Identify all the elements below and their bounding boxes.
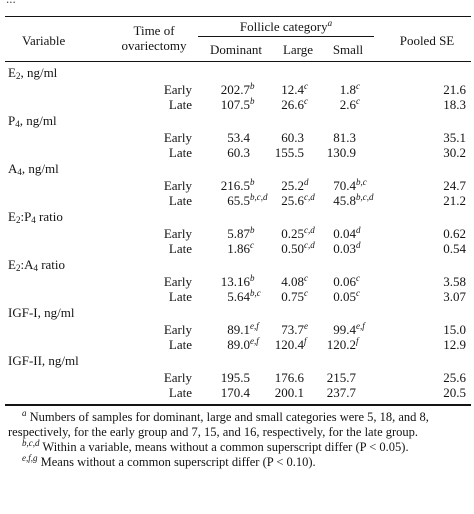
cell-sm: 70.4b,c — [333, 177, 367, 193]
cell-se: 15.0 — [443, 322, 466, 337]
cell-sm: 2.6c — [339, 96, 360, 112]
cell-lg: 73.7e — [281, 321, 308, 337]
cell-dom: 1.86c — [227, 240, 254, 256]
cell-lg: 12.4c — [281, 81, 308, 97]
header-follicle-category: Follicle categorya — [239, 18, 333, 34]
cell-sm: 0.04d — [333, 225, 361, 241]
variable-label: A4, ng/ml — [8, 161, 59, 177]
cell-se: 20.5 — [443, 385, 466, 400]
cell-lg: 176.6 — [274, 370, 304, 385]
cell-se: 21.2 — [443, 193, 466, 208]
header-time-line2: ovariectomy — [121, 38, 187, 53]
cell-sm: 99.4e,f — [333, 321, 365, 337]
cell-time: Early — [163, 322, 192, 337]
cell-time: Early — [163, 370, 192, 385]
header-large: Large — [282, 42, 314, 57]
cell-dom: 170.4 — [220, 385, 250, 400]
cell-sm: 0.06c — [333, 273, 360, 289]
follicle-subrule — [198, 36, 374, 37]
cut-off-text: ... — [6, 0, 16, 7]
footnotes: a Numbers of samples for dominant, large… — [8, 408, 468, 470]
cell-sm: 130.9 — [326, 145, 356, 160]
cell-time: Late — [168, 193, 192, 208]
cell-dom: 195.5 — [220, 370, 250, 385]
header-rule — [5, 61, 471, 62]
variable-label: IGF-I, ng/ml — [8, 305, 75, 320]
variable-label: P4, ng/ml — [8, 113, 57, 129]
cell-time: Late — [168, 337, 192, 352]
cell-dom: 89.1e,f — [227, 321, 259, 337]
cell-time: Early — [163, 226, 192, 241]
header-variable: Variable — [22, 33, 66, 48]
cell-se: 3.58 — [443, 274, 466, 289]
header-dominant: Dominant — [210, 42, 262, 57]
cell-dom: 65.5b,c,d — [227, 192, 268, 208]
cell-sm: 1.8c — [339, 81, 360, 97]
cell-time: Late — [168, 289, 192, 304]
cell-lg: 25.2d — [281, 177, 309, 193]
cell-sm: 45.8b,c,d — [333, 192, 374, 208]
cell-lg: 25.6c,d — [281, 192, 315, 208]
cell-sm: 120.2f — [326, 336, 359, 352]
cell-lg: 60.3 — [281, 130, 304, 145]
bottom-rule — [5, 404, 471, 406]
cell-time: Early — [163, 82, 192, 97]
cell-se: 30.2 — [443, 145, 466, 160]
cell-se: 12.9 — [443, 337, 466, 352]
cell-lg: 200.1 — [274, 385, 304, 400]
cell-dom: 216.5b — [220, 177, 255, 193]
cell-lg: 0.25c,d — [281, 225, 315, 241]
cell-sm: 215.7 — [326, 370, 356, 385]
cell-time: Early — [163, 274, 192, 289]
cell-dom: 60.3 — [227, 145, 250, 160]
cell-lg: 0.50c,d — [281, 240, 315, 256]
cell-se: 3.07 — [443, 289, 466, 304]
cell-sm: 0.05c — [333, 288, 360, 304]
cell-se: 21.6 — [443, 82, 466, 97]
cell-dom: 53.4 — [227, 130, 250, 145]
cell-sm: 0.03d — [333, 240, 361, 256]
cell-time: Late — [168, 145, 192, 160]
cell-dom: 107.5b — [220, 96, 255, 112]
cell-dom: 89.0e,f — [227, 336, 259, 352]
header-small: Small — [332, 42, 364, 57]
footnote-efg: e,f,g Means without a common superscript… — [22, 453, 316, 470]
cell-se: 25.6 — [443, 370, 466, 385]
cell-lg: 4.08c — [281, 273, 308, 289]
header-pooled-se: Pooled SE — [399, 33, 455, 48]
cell-time: Late — [168, 241, 192, 256]
cell-lg: 120.4f — [274, 336, 307, 352]
cell-se: 0.62 — [443, 226, 466, 241]
cell-se: 18.3 — [443, 97, 466, 112]
cell-dom: 13.16b — [220, 273, 255, 289]
cell-sm: 237.7 — [326, 385, 356, 400]
cell-time: Early — [163, 130, 192, 145]
footnote-a: a Numbers of samples for dominant, large… — [8, 408, 429, 440]
cell-lg: 26.6c — [281, 96, 308, 112]
cell-lg: 155.5 — [274, 145, 304, 160]
cell-dom: 5.64b,c — [227, 288, 261, 304]
cell-se: 0.54 — [443, 241, 466, 256]
cell-time: Late — [168, 97, 192, 112]
variable-label: E2:A4 ratio — [8, 257, 66, 273]
cell-se: 35.1 — [443, 130, 466, 145]
variable-label: IGF-II, ng/ml — [8, 353, 79, 368]
top-rule — [5, 16, 471, 17]
cell-sm: 81.3 — [333, 130, 356, 145]
cell-se: 24.7 — [443, 178, 466, 193]
cell-time: Late — [168, 385, 192, 400]
cell-time: Early — [163, 178, 192, 193]
footnote-bcd: b,c,d Within a variable, means without a… — [22, 438, 409, 455]
cell-lg: 0.75c — [281, 288, 308, 304]
cell-dom: 202.7b — [220, 81, 255, 97]
variable-label: E2, ng/ml — [8, 65, 58, 81]
variable-label: E2:P4 ratio — [8, 209, 63, 225]
cell-dom: 5.87b — [227, 225, 255, 241]
header-time-line1: Time of — [133, 23, 175, 38]
